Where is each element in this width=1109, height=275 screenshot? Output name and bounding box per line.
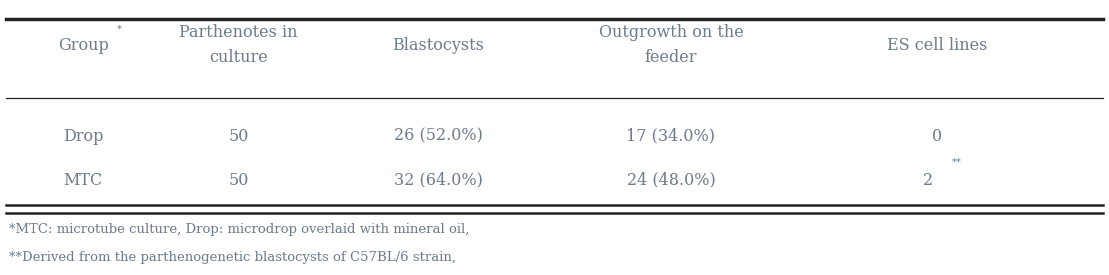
Text: Drop: Drop <box>63 128 103 145</box>
Text: **: ** <box>953 158 962 167</box>
Text: Outgrowth on the
feeder: Outgrowth on the feeder <box>599 24 743 66</box>
Text: 50: 50 <box>228 128 248 145</box>
Text: *: * <box>118 24 122 33</box>
Text: 0: 0 <box>932 128 943 145</box>
Text: 50: 50 <box>228 172 248 189</box>
Text: **Derived from the parthenogenetic blastocysts of C57BL/6 strain,: **Derived from the parthenogenetic blast… <box>9 251 456 264</box>
Text: 26 (52.0%): 26 (52.0%) <box>394 128 482 145</box>
Text: Blastocysts: Blastocysts <box>393 37 484 54</box>
Text: MTC: MTC <box>63 172 103 189</box>
Text: 17 (34.0%): 17 (34.0%) <box>627 128 715 145</box>
Text: 24 (48.0%): 24 (48.0%) <box>627 172 715 189</box>
Text: Group: Group <box>58 37 109 54</box>
Text: 2: 2 <box>923 172 934 189</box>
Text: 32 (64.0%): 32 (64.0%) <box>394 172 482 189</box>
Text: Parthenotes in
culture: Parthenotes in culture <box>180 24 297 66</box>
Text: *MTC: microtube culture, Drop: microdrop overlaid with mineral oil,: *MTC: microtube culture, Drop: microdrop… <box>9 223 469 236</box>
Text: ES cell lines: ES cell lines <box>887 37 987 54</box>
